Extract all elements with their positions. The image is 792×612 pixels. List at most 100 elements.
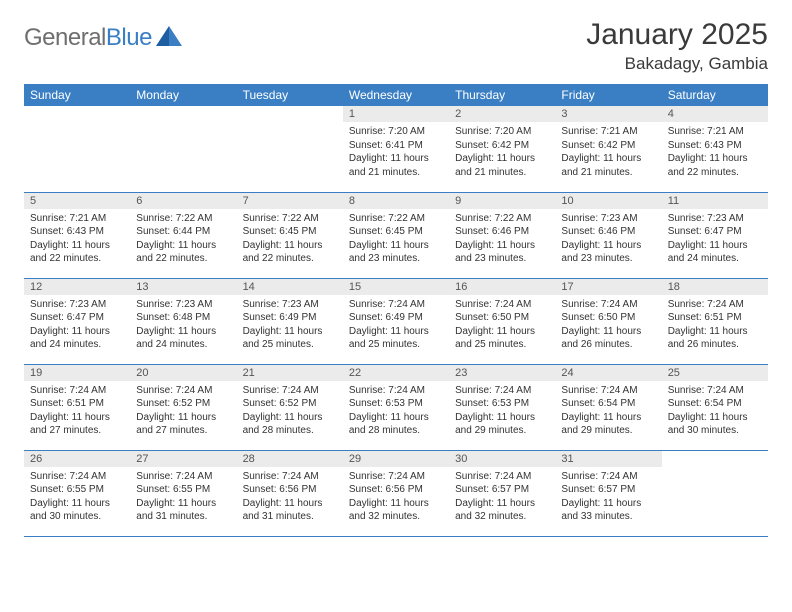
day-number: 26 — [24, 451, 130, 467]
calendar-cell: 9Sunrise: 7:22 AM Sunset: 6:46 PM Daylig… — [449, 192, 555, 278]
calendar-cell: 25Sunrise: 7:24 AM Sunset: 6:54 PM Dayli… — [662, 364, 768, 450]
day-details: Sunrise: 7:23 AM Sunset: 6:47 PM Dayligh… — [24, 295, 130, 356]
day-number: 21 — [237, 365, 343, 381]
day-number: 12 — [24, 279, 130, 295]
calendar-cell: 16Sunrise: 7:24 AM Sunset: 6:50 PM Dayli… — [449, 278, 555, 364]
calendar-cell — [130, 106, 236, 192]
day-number: 19 — [24, 365, 130, 381]
day-header: Tuesday — [237, 84, 343, 106]
day-number: 29 — [343, 451, 449, 467]
calendar-cell: 15Sunrise: 7:24 AM Sunset: 6:49 PM Dayli… — [343, 278, 449, 364]
calendar-cell: 18Sunrise: 7:24 AM Sunset: 6:51 PM Dayli… — [662, 278, 768, 364]
calendar-cell: 10Sunrise: 7:23 AM Sunset: 6:46 PM Dayli… — [555, 192, 661, 278]
day-details: Sunrise: 7:22 AM Sunset: 6:45 PM Dayligh… — [343, 209, 449, 270]
calendar-cell: 31Sunrise: 7:24 AM Sunset: 6:57 PM Dayli… — [555, 450, 661, 536]
day-number: 10 — [555, 193, 661, 209]
calendar-cell: 21Sunrise: 7:24 AM Sunset: 6:52 PM Dayli… — [237, 364, 343, 450]
day-details: Sunrise: 7:24 AM Sunset: 6:56 PM Dayligh… — [237, 467, 343, 528]
day-number: 11 — [662, 193, 768, 209]
calendar-cell: 2Sunrise: 7:20 AM Sunset: 6:42 PM Daylig… — [449, 106, 555, 192]
brand-logo: GeneralBlue — [24, 18, 182, 52]
calendar-cell: 11Sunrise: 7:23 AM Sunset: 6:47 PM Dayli… — [662, 192, 768, 278]
day-number: 18 — [662, 279, 768, 295]
calendar-cell: 29Sunrise: 7:24 AM Sunset: 6:56 PM Dayli… — [343, 450, 449, 536]
calendar-cell: 14Sunrise: 7:23 AM Sunset: 6:49 PM Dayli… — [237, 278, 343, 364]
day-details: Sunrise: 7:21 AM Sunset: 6:43 PM Dayligh… — [24, 209, 130, 270]
day-number: 1 — [343, 106, 449, 122]
day-details: Sunrise: 7:24 AM Sunset: 6:54 PM Dayligh… — [662, 381, 768, 442]
day-header: Monday — [130, 84, 236, 106]
day-number: 6 — [130, 193, 236, 209]
day-number: 5 — [24, 193, 130, 209]
day-details: Sunrise: 7:22 AM Sunset: 6:46 PM Dayligh… — [449, 209, 555, 270]
day-details: Sunrise: 7:21 AM Sunset: 6:43 PM Dayligh… — [662, 122, 768, 183]
day-number: 4 — [662, 106, 768, 122]
day-details: Sunrise: 7:24 AM Sunset: 6:53 PM Dayligh… — [449, 381, 555, 442]
calendar-cell: 24Sunrise: 7:24 AM Sunset: 6:54 PM Dayli… — [555, 364, 661, 450]
day-number: 28 — [237, 451, 343, 467]
day-details: Sunrise: 7:21 AM Sunset: 6:42 PM Dayligh… — [555, 122, 661, 183]
calendar-cell — [662, 450, 768, 536]
day-number: 14 — [237, 279, 343, 295]
day-details: Sunrise: 7:24 AM Sunset: 6:52 PM Dayligh… — [237, 381, 343, 442]
day-number: 25 — [662, 365, 768, 381]
day-details: Sunrise: 7:24 AM Sunset: 6:53 PM Dayligh… — [343, 381, 449, 442]
calendar-cell: 23Sunrise: 7:24 AM Sunset: 6:53 PM Dayli… — [449, 364, 555, 450]
day-header: Friday — [555, 84, 661, 106]
day-number: 16 — [449, 279, 555, 295]
day-header: Wednesday — [343, 84, 449, 106]
day-number: 9 — [449, 193, 555, 209]
calendar-cell: 26Sunrise: 7:24 AM Sunset: 6:55 PM Dayli… — [24, 450, 130, 536]
calendar-cell: 17Sunrise: 7:24 AM Sunset: 6:50 PM Dayli… — [555, 278, 661, 364]
calendar-cell: 4Sunrise: 7:21 AM Sunset: 6:43 PM Daylig… — [662, 106, 768, 192]
header: GeneralBlue January 2025 Bakadagy, Gambi… — [24, 18, 768, 74]
calendar-cell: 27Sunrise: 7:24 AM Sunset: 6:55 PM Dayli… — [130, 450, 236, 536]
calendar-cell: 22Sunrise: 7:24 AM Sunset: 6:53 PM Dayli… — [343, 364, 449, 450]
day-number: 27 — [130, 451, 236, 467]
calendar-cell — [237, 106, 343, 192]
calendar-cell: 5Sunrise: 7:21 AM Sunset: 6:43 PM Daylig… — [24, 192, 130, 278]
day-details: Sunrise: 7:24 AM Sunset: 6:57 PM Dayligh… — [555, 467, 661, 528]
day-number: 31 — [555, 451, 661, 467]
day-details: Sunrise: 7:22 AM Sunset: 6:45 PM Dayligh… — [237, 209, 343, 270]
calendar-cell: 8Sunrise: 7:22 AM Sunset: 6:45 PM Daylig… — [343, 192, 449, 278]
calendar-cell: 30Sunrise: 7:24 AM Sunset: 6:57 PM Dayli… — [449, 450, 555, 536]
day-header: Saturday — [662, 84, 768, 106]
day-details: Sunrise: 7:24 AM Sunset: 6:54 PM Dayligh… — [555, 381, 661, 442]
page-subtitle: Bakadagy, Gambia — [586, 54, 768, 74]
calendar-cell: 3Sunrise: 7:21 AM Sunset: 6:42 PM Daylig… — [555, 106, 661, 192]
day-number: 3 — [555, 106, 661, 122]
day-number: 17 — [555, 279, 661, 295]
day-number: 24 — [555, 365, 661, 381]
day-details: Sunrise: 7:24 AM Sunset: 6:55 PM Dayligh… — [130, 467, 236, 528]
day-number: 20 — [130, 365, 236, 381]
day-header: Thursday — [449, 84, 555, 106]
day-details: Sunrise: 7:24 AM Sunset: 6:51 PM Dayligh… — [662, 295, 768, 356]
day-details: Sunrise: 7:24 AM Sunset: 6:51 PM Dayligh… — [24, 381, 130, 442]
day-details: Sunrise: 7:23 AM Sunset: 6:46 PM Dayligh… — [555, 209, 661, 270]
day-details: Sunrise: 7:23 AM Sunset: 6:47 PM Dayligh… — [662, 209, 768, 270]
day-header: Sunday — [24, 84, 130, 106]
day-number: 7 — [237, 193, 343, 209]
calendar-cell: 7Sunrise: 7:22 AM Sunset: 6:45 PM Daylig… — [237, 192, 343, 278]
calendar-cell: 6Sunrise: 7:22 AM Sunset: 6:44 PM Daylig… — [130, 192, 236, 278]
day-details: Sunrise: 7:24 AM Sunset: 6:50 PM Dayligh… — [555, 295, 661, 356]
calendar-cell — [24, 106, 130, 192]
day-details: Sunrise: 7:20 AM Sunset: 6:41 PM Dayligh… — [343, 122, 449, 183]
day-number: 2 — [449, 106, 555, 122]
day-details: Sunrise: 7:24 AM Sunset: 6:49 PM Dayligh… — [343, 295, 449, 356]
day-details: Sunrise: 7:23 AM Sunset: 6:48 PM Dayligh… — [130, 295, 236, 356]
day-details: Sunrise: 7:24 AM Sunset: 6:52 PM Dayligh… — [130, 381, 236, 442]
day-number: 30 — [449, 451, 555, 467]
brand-blue: Blue — [106, 24, 152, 51]
day-details: Sunrise: 7:24 AM Sunset: 6:55 PM Dayligh… — [24, 467, 130, 528]
calendar-cell: 1Sunrise: 7:20 AM Sunset: 6:41 PM Daylig… — [343, 106, 449, 192]
brand-triangle-icon — [156, 26, 182, 51]
day-number: 13 — [130, 279, 236, 295]
brand-general: General — [24, 24, 106, 51]
calendar-cell: 13Sunrise: 7:23 AM Sunset: 6:48 PM Dayli… — [130, 278, 236, 364]
calendar-table: SundayMondayTuesdayWednesdayThursdayFrid… — [24, 84, 768, 537]
day-details: Sunrise: 7:24 AM Sunset: 6:56 PM Dayligh… — [343, 467, 449, 528]
day-number: 15 — [343, 279, 449, 295]
day-number: 8 — [343, 193, 449, 209]
